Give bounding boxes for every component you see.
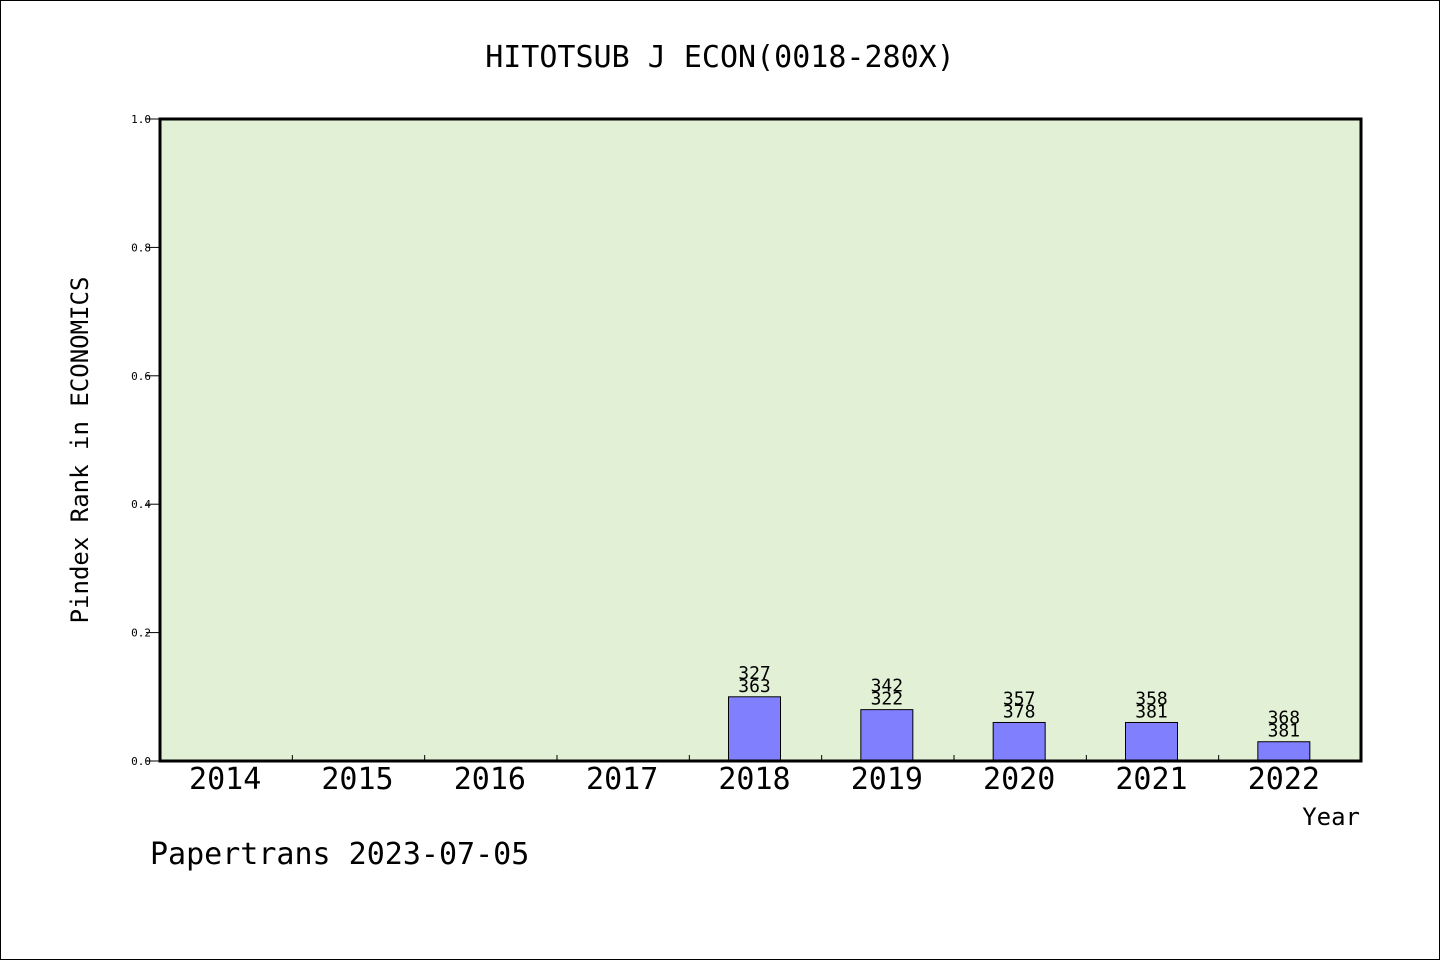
- bar-label-top: 357: [1003, 688, 1036, 709]
- x-tick-label: 2017: [586, 762, 658, 797]
- bar-label-top: 358: [1135, 688, 1168, 709]
- bar-label-top: 327: [738, 663, 771, 684]
- bar: [860, 709, 914, 762]
- y-tick-label: 0.6: [131, 370, 151, 383]
- x-axis: 2014 2015 2016 2017 2018 2019 2020 2021 2022: [189, 755, 1320, 797]
- y-tick-label: 0.0: [131, 755, 151, 768]
- plot-area: [160, 119, 1361, 761]
- x-tick-label: 2021: [1115, 762, 1187, 797]
- y-tick-label: 1.0: [131, 113, 151, 126]
- chart-title: HITOTSUB J ECON(0018-280X): [485, 40, 955, 75]
- bar: [1125, 721, 1178, 762]
- y-axis: 0.0 0.2 0.4 0.6 0.8 1.0: [131, 113, 160, 768]
- bar-label-top: 342: [871, 676, 904, 697]
- bar-label-bottom: 322: [871, 689, 904, 710]
- x-tick-label: 2015: [321, 762, 393, 797]
- bar-label-top: 368: [1268, 708, 1301, 729]
- x-tick-label: 2018: [718, 762, 790, 797]
- bar: [728, 696, 781, 762]
- y-tick-label: 0.4: [131, 498, 151, 511]
- footer-text: Papertrans 2023-07-05: [150, 837, 529, 872]
- bar-label-bottom: 378: [1003, 701, 1036, 722]
- x-tick-label: 2016: [454, 762, 526, 797]
- x-tick-label: 2020: [983, 762, 1055, 797]
- bar-label-bottom: 381: [1268, 721, 1301, 742]
- plot-border: [158, 117, 1363, 763]
- x-tick-label: 2019: [851, 762, 923, 797]
- bar: [992, 721, 1046, 762]
- x-axis-label: Year: [1302, 803, 1360, 831]
- x-tick-label: 2014: [189, 762, 261, 797]
- bars: [728, 696, 1311, 762]
- bar-label-bottom: 363: [738, 676, 771, 697]
- y-tick-label: 0.8: [131, 241, 151, 254]
- x-tick-label: 2022: [1248, 762, 1320, 797]
- bar: [1257, 741, 1311, 762]
- y-axis-label: Pindex Rank in ECONOMICS: [66, 277, 94, 624]
- y-tick-label: 0.2: [131, 627, 151, 640]
- bar-label-bottom: 381: [1135, 701, 1168, 722]
